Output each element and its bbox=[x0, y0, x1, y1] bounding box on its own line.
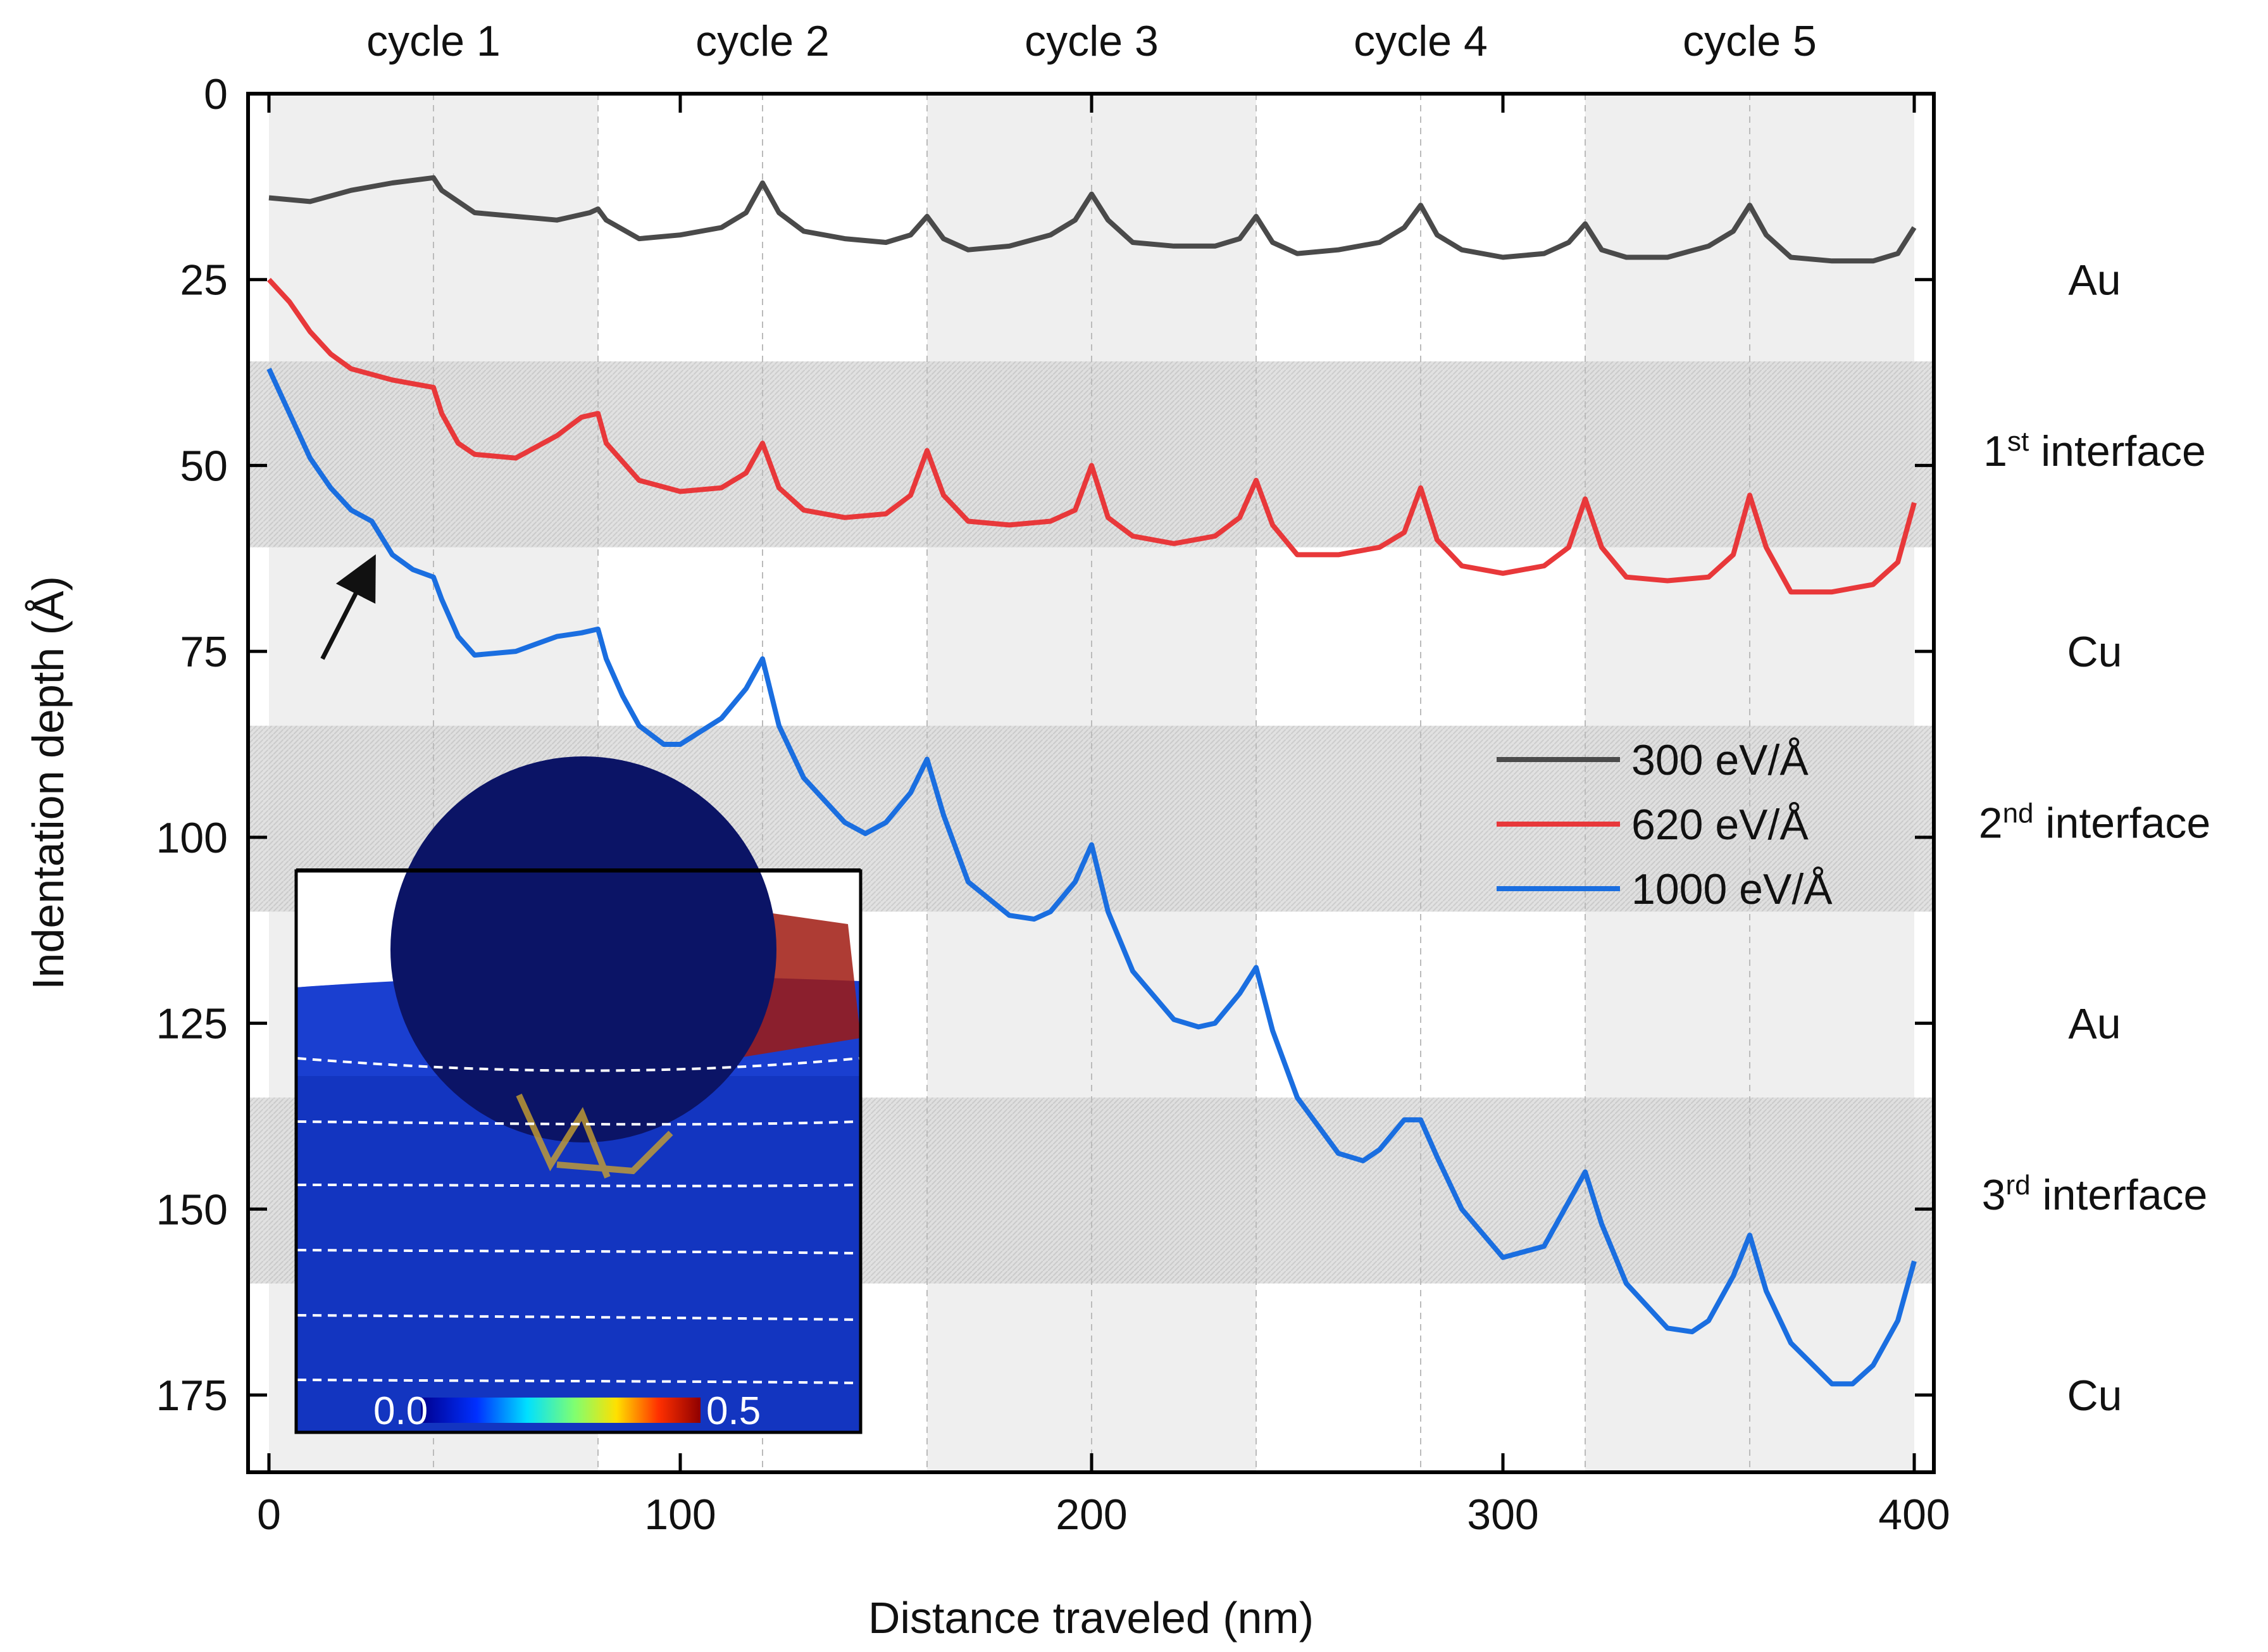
cycle-label-5: cycle 5 bbox=[1683, 17, 1817, 65]
dashed-cycle-lines bbox=[433, 94, 1750, 1472]
y-tick-label: 175 bbox=[156, 1372, 228, 1420]
colorbar bbox=[421, 1398, 701, 1423]
y-tick-label: 50 bbox=[180, 442, 228, 490]
x-axis-title: Distance traveled (nm) bbox=[868, 1593, 1314, 1643]
layer-label-7: Cu bbox=[2067, 1372, 2122, 1420]
legend-label-620: 620 eV/Å bbox=[1631, 801, 1809, 849]
layer-label-2: 1st interface bbox=[1983, 425, 2206, 475]
y-tick-label: 150 bbox=[156, 1186, 228, 1234]
cycle-label-2: cycle 2 bbox=[695, 17, 830, 65]
axes: 0 100 200 300 400 0 25 50 75 100 125 150 175 bbox=[156, 70, 1950, 1539]
annotation-arrow bbox=[320, 554, 376, 660]
layer-label-5: Au bbox=[2068, 1000, 2121, 1048]
y-tick-label: 125 bbox=[156, 1000, 228, 1048]
legend-label-300: 300 eV/Å bbox=[1631, 736, 1809, 784]
cycle-label-1: cycle 1 bbox=[366, 17, 501, 65]
cycle-label-3: cycle 3 bbox=[1025, 17, 1159, 65]
y-axis-title: Indentation depth (Å) bbox=[23, 576, 73, 990]
series-line-1000 bbox=[266, 368, 1917, 1387]
series-line-300 bbox=[268, 175, 1917, 264]
y-tick-label: 0 bbox=[204, 70, 228, 118]
y-tick-label: 25 bbox=[180, 256, 228, 304]
x-tick-label: 100 bbox=[644, 1491, 716, 1539]
axis-labels: Distance traveled (nm) Indentation depth … bbox=[23, 17, 2210, 1643]
cycle-label-4: cycle 4 bbox=[1354, 17, 1488, 65]
y-tick-label: 75 bbox=[180, 628, 228, 676]
layer-label-6: 3rd interface bbox=[1982, 1169, 2208, 1219]
series-line-620 bbox=[267, 277, 1917, 595]
layer-label-3: Cu bbox=[2067, 628, 2122, 676]
legend: 300 eV/Å 620 eV/Å 1000 eV/Å bbox=[1497, 736, 1833, 913]
inset-image: 0.0 0.5 bbox=[294, 756, 863, 1434]
colorbar-max-label: 0.5 bbox=[706, 1389, 761, 1433]
y-tick-label: 100 bbox=[156, 814, 228, 862]
x-tick-label: 0 bbox=[257, 1491, 281, 1539]
inset-indenter-sphere bbox=[390, 756, 776, 1142]
x-tick-label: 300 bbox=[1467, 1491, 1538, 1539]
layer-label-4: 2nd interface bbox=[1979, 798, 2210, 848]
x-tick-label: 200 bbox=[1056, 1491, 1127, 1539]
x-tick-label: 400 bbox=[1878, 1491, 1950, 1539]
layer-label-1: Au bbox=[2068, 256, 2121, 304]
colorbar-min-label: 0.0 bbox=[373, 1389, 428, 1433]
series-lines bbox=[266, 175, 1917, 1387]
legend-label-1000: 1000 eV/Å bbox=[1631, 865, 1833, 913]
